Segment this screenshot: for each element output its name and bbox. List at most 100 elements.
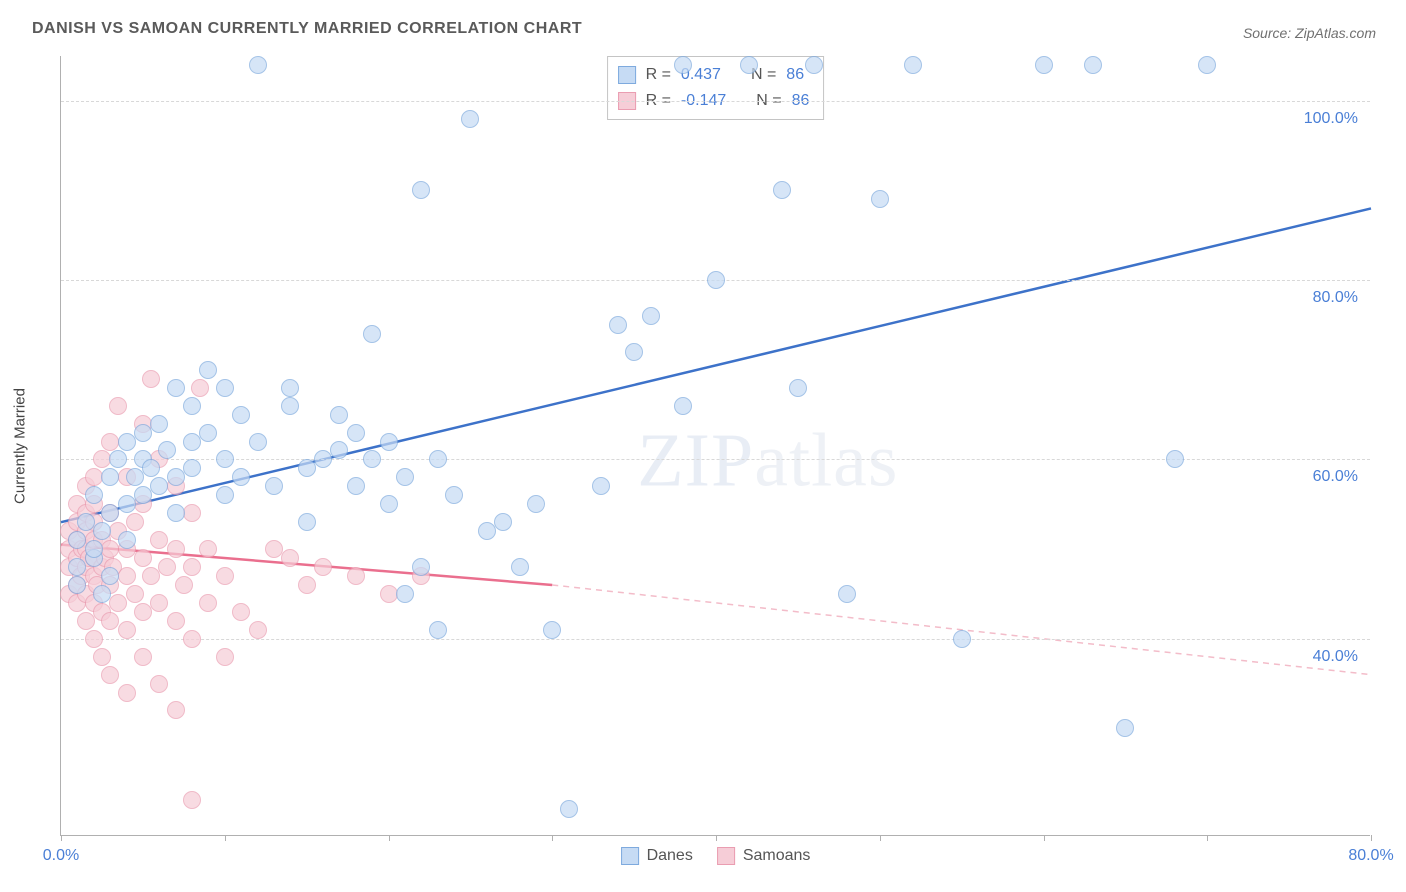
scatter-point [68, 576, 86, 594]
scatter-point [511, 558, 529, 576]
scatter-point [412, 181, 430, 199]
scatter-point [232, 468, 250, 486]
scatter-point [298, 576, 316, 594]
scatter-point [150, 477, 168, 495]
scatter-point [126, 585, 144, 603]
scatter-point [216, 567, 234, 585]
scatter-point [167, 701, 185, 719]
scatter-point [85, 540, 103, 558]
gridline-h [61, 101, 1370, 102]
scatter-point [740, 56, 758, 74]
watermark: ZIPatlas [637, 418, 898, 505]
scatter-point [363, 450, 381, 468]
scatter-point [191, 379, 209, 397]
scatter-point [158, 441, 176, 459]
y-axis-label: Currently Married [12, 388, 29, 504]
scatter-point [396, 468, 414, 486]
scatter-point [183, 397, 201, 415]
scatter-point [396, 585, 414, 603]
scatter-point [429, 450, 447, 468]
scatter-point [1116, 719, 1134, 737]
scatter-point [134, 648, 152, 666]
scatter-point [68, 531, 86, 549]
scatter-point [199, 540, 217, 558]
y-tick-label: 40.0% [1313, 648, 1358, 666]
scatter-point [77, 612, 95, 630]
scatter-point [85, 468, 103, 486]
scatter-point [109, 450, 127, 468]
x-tick [1044, 835, 1045, 841]
scatter-point [175, 576, 193, 594]
scatter-point [118, 684, 136, 702]
scatter-point [347, 477, 365, 495]
gridline-h [61, 639, 1370, 640]
scatter-point [101, 567, 119, 585]
x-tick [552, 835, 553, 841]
scatter-point [101, 612, 119, 630]
scatter-point [249, 433, 267, 451]
scatter-point [609, 316, 627, 334]
scatter-point [789, 379, 807, 397]
scatter-point [216, 450, 234, 468]
legend-series: DanesSamoans [621, 847, 811, 865]
scatter-point [77, 513, 95, 531]
scatter-point [134, 486, 152, 504]
chart-source: Source: ZipAtlas.com [1243, 25, 1376, 41]
scatter-point [93, 450, 111, 468]
scatter-point [183, 459, 201, 477]
scatter-point [150, 531, 168, 549]
y-tick-label: 100.0% [1304, 110, 1358, 128]
y-tick-label: 60.0% [1313, 468, 1358, 486]
scatter-point [674, 397, 692, 415]
scatter-point [838, 585, 856, 603]
scatter-point [249, 621, 267, 639]
x-tick [389, 835, 390, 841]
scatter-point [871, 190, 889, 208]
scatter-point [625, 343, 643, 361]
scatter-point [142, 459, 160, 477]
scatter-point [183, 558, 201, 576]
scatter-point [330, 441, 348, 459]
scatter-point [68, 558, 86, 576]
scatter-point [167, 612, 185, 630]
scatter-point [118, 433, 136, 451]
scatter-point [412, 558, 430, 576]
scatter-point [167, 468, 185, 486]
scatter-point [101, 504, 119, 522]
scatter-point [126, 468, 144, 486]
scatter-point [216, 648, 234, 666]
scatter-point [101, 540, 119, 558]
scatter-point [134, 549, 152, 567]
scatter-point [183, 504, 201, 522]
x-tick [1207, 835, 1208, 841]
scatter-point [134, 603, 152, 621]
x-tick [61, 835, 62, 841]
scatter-point [314, 558, 332, 576]
scatter-point [314, 450, 332, 468]
scatter-point [494, 513, 512, 531]
legend-swatch [717, 847, 735, 865]
scatter-point [199, 361, 217, 379]
y-tick-label: 80.0% [1313, 289, 1358, 307]
scatter-point [167, 504, 185, 522]
scatter-point [298, 459, 316, 477]
scatter-point [109, 397, 127, 415]
scatter-point [298, 513, 316, 531]
scatter-point [249, 56, 267, 74]
scatter-point [142, 370, 160, 388]
scatter-point [101, 433, 119, 451]
scatter-point [363, 325, 381, 343]
scatter-point [158, 558, 176, 576]
scatter-point [461, 110, 479, 128]
legend-series-label: Danes [647, 847, 693, 865]
scatter-point [347, 424, 365, 442]
scatter-point [1198, 56, 1216, 74]
scatter-point [85, 630, 103, 648]
scatter-point [118, 495, 136, 513]
scatter-point [281, 549, 299, 567]
scatter-point [1166, 450, 1184, 468]
scatter-point [265, 477, 283, 495]
scatter-point [126, 513, 144, 531]
x-tick [716, 835, 717, 841]
scatter-point [674, 56, 692, 74]
